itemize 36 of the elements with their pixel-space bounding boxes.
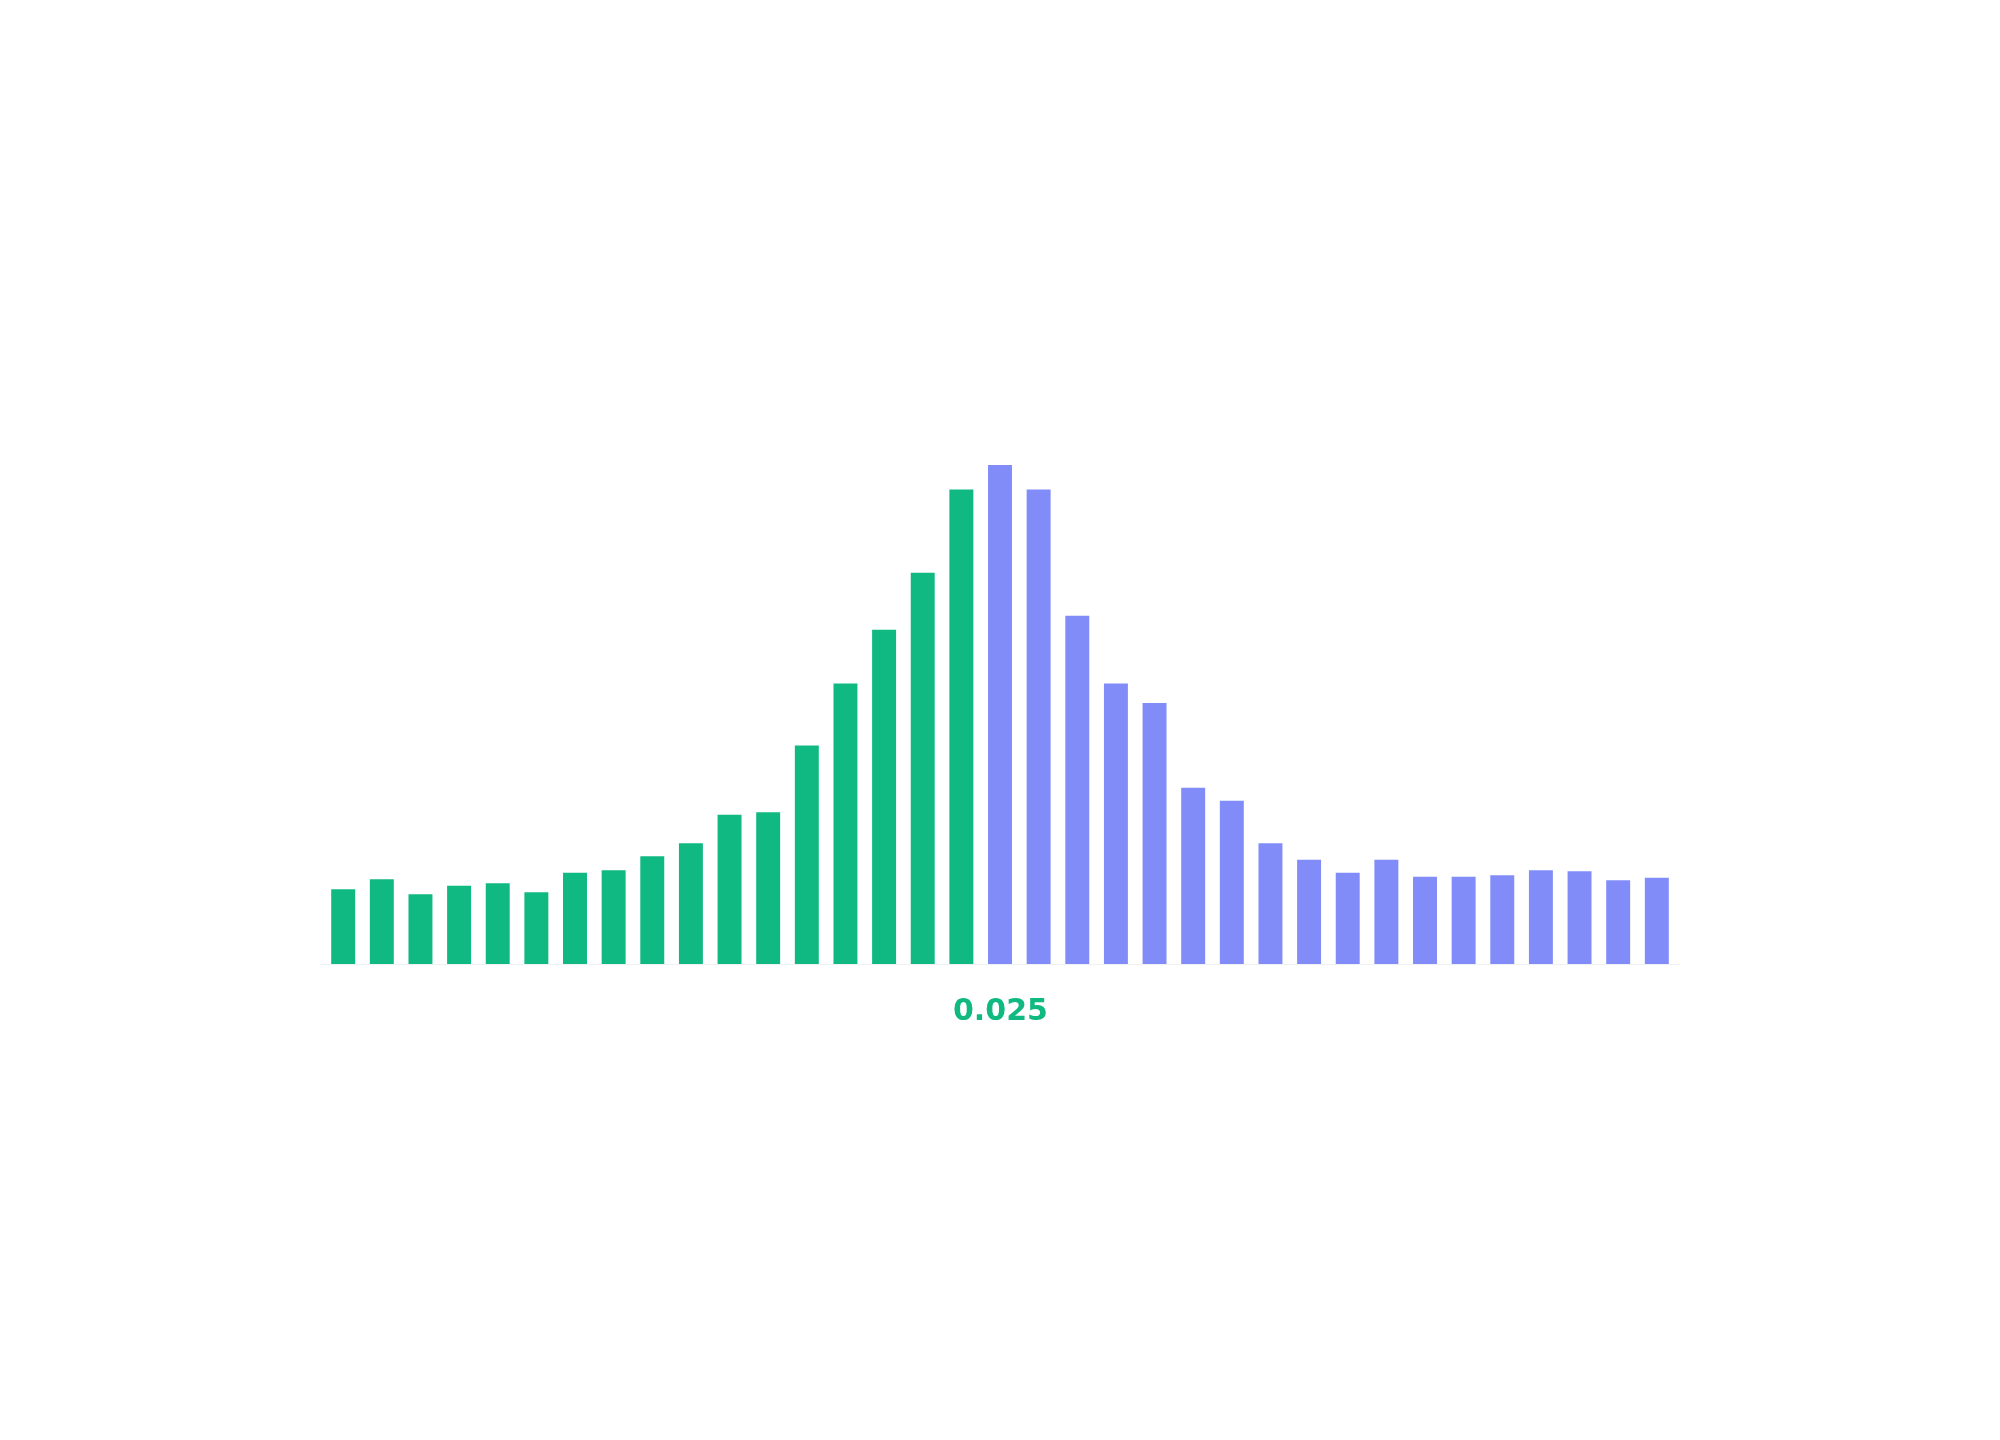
bar: [1490, 875, 1515, 964]
bar: [833, 683, 858, 964]
bar: [872, 629, 897, 964]
bar: [756, 812, 781, 964]
bar: [988, 465, 1012, 964]
bar: [640, 856, 665, 964]
bar: [331, 889, 356, 964]
bar: [1644, 877, 1669, 964]
bar: [1219, 800, 1244, 964]
bar: [1297, 859, 1322, 964]
text: 0.025: [953, 992, 1048, 1027]
bar: [524, 892, 549, 964]
bar: [1528, 870, 1553, 964]
bar: [447, 885, 472, 964]
bar: [1451, 876, 1476, 964]
bar: [485, 883, 510, 964]
bar: [1413, 876, 1437, 964]
bar: [678, 843, 703, 964]
bar: [1026, 489, 1051, 964]
bar: [408, 894, 433, 964]
bar: [1181, 787, 1206, 964]
bar: [1258, 843, 1283, 964]
bar: [369, 879, 394, 964]
bar: [1374, 859, 1399, 964]
bar: [717, 814, 742, 964]
bar: [1567, 871, 1592, 964]
bar: [1065, 615, 1090, 964]
bar: [601, 870, 626, 964]
bar: [794, 745, 819, 964]
bar: [1606, 880, 1631, 964]
bar: [1103, 683, 1128, 964]
bar: [563, 872, 587, 964]
bar: [1335, 872, 1360, 964]
bar: [910, 572, 935, 964]
bar: [949, 489, 974, 964]
bar: [1142, 703, 1167, 964]
